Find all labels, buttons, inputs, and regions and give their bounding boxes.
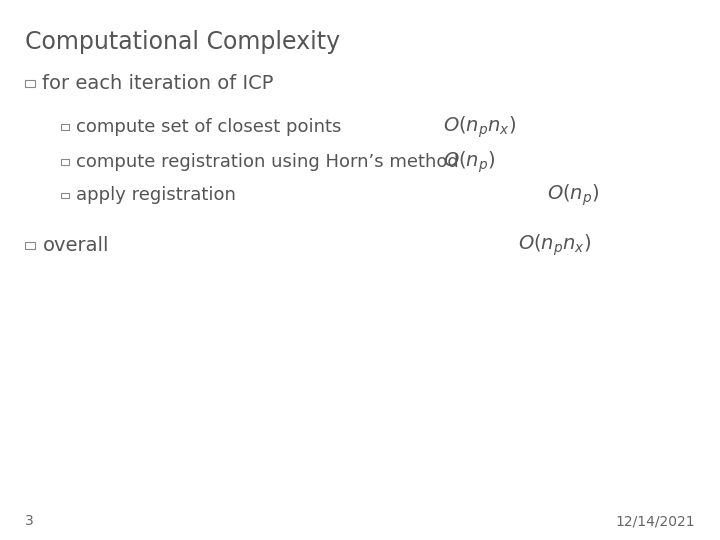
Bar: [61, 159, 69, 165]
Bar: [25, 242, 35, 249]
Text: $O(n_p)$: $O(n_p)$: [547, 183, 600, 208]
Text: 12/14/2021: 12/14/2021: [615, 514, 695, 528]
Text: apply registration: apply registration: [76, 186, 236, 205]
Text: for each iteration of ICP: for each iteration of ICP: [42, 74, 274, 93]
Text: overall: overall: [42, 236, 109, 255]
Text: compute registration using Horn’s method: compute registration using Horn’s method: [76, 153, 459, 171]
Text: compute set of closest points: compute set of closest points: [76, 118, 342, 136]
Bar: [61, 124, 69, 130]
Text: $O(n_p)$: $O(n_p)$: [443, 149, 495, 175]
Text: $O(n_p n_x)$: $O(n_p n_x)$: [518, 233, 592, 259]
Bar: [25, 80, 35, 87]
Bar: [61, 192, 69, 198]
Text: $O(n_p n_x)$: $O(n_p n_x)$: [443, 114, 516, 140]
Text: 3: 3: [25, 514, 34, 528]
Text: Computational Complexity: Computational Complexity: [25, 30, 341, 53]
